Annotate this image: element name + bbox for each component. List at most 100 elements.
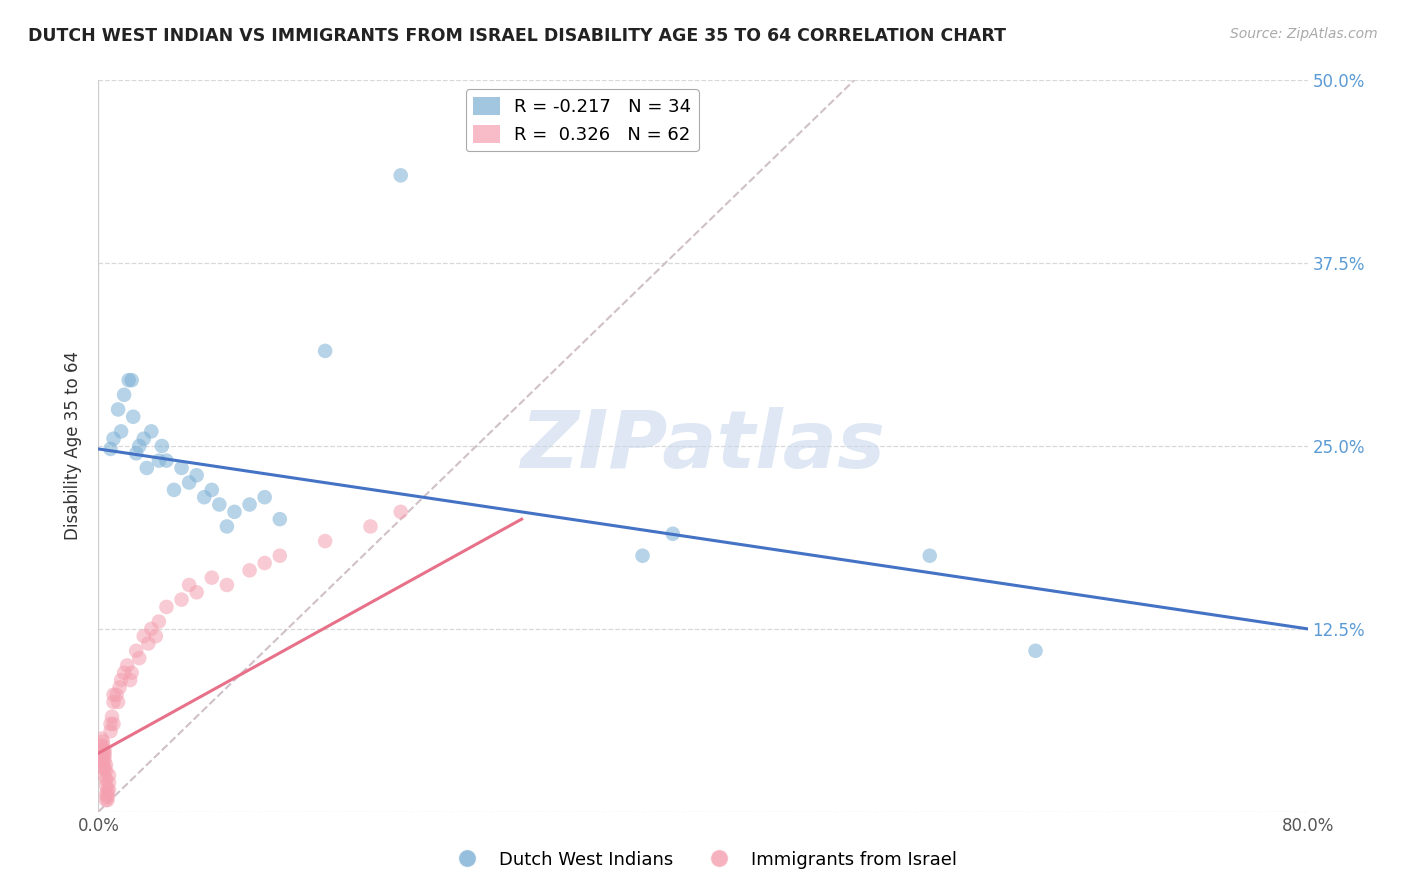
Point (93, 749, 115, 764)
Point (215, 578, 238, 592)
Point (94, 787, 117, 801)
Point (125, 644, 148, 658)
Point (93, 743, 115, 757)
Point (110, 425, 132, 439)
Point (91, 761, 114, 775)
Point (103, 695, 125, 709)
Point (94, 793, 117, 807)
Point (103, 432, 125, 446)
Point (96, 787, 118, 801)
Point (122, 409, 145, 424)
Point (94, 758, 117, 772)
Point (186, 468, 208, 483)
Point (170, 592, 193, 607)
Point (170, 461, 193, 475)
Point (112, 665, 135, 680)
Point (631, 549, 654, 563)
Point (105, 688, 128, 702)
Point (101, 709, 124, 723)
Point (100, 724, 122, 739)
Point (98, 782, 121, 797)
Point (120, 673, 142, 687)
Point (91, 739, 114, 753)
Point (121, 373, 143, 387)
Point (148, 453, 170, 467)
Text: Source: ZipAtlas.com: Source: ZipAtlas.com (1230, 27, 1378, 41)
Point (253, 490, 276, 504)
Point (179, 475, 201, 490)
Point (155, 599, 177, 614)
Point (208, 498, 231, 512)
Point (100, 442, 122, 456)
Point (918, 549, 941, 563)
Point (135, 461, 157, 475)
Point (215, 519, 238, 533)
Point (91, 749, 114, 764)
Point (90, 739, 112, 753)
Point (389, 505, 412, 519)
Point (103, 717, 125, 731)
Text: ZIPatlas: ZIPatlas (520, 407, 886, 485)
Point (96, 790, 118, 805)
Point (389, 169, 412, 183)
Point (150, 439, 173, 453)
Point (93, 754, 115, 768)
Point (136, 636, 159, 650)
Point (103, 688, 125, 702)
Point (90, 754, 112, 768)
Text: DUTCH WEST INDIAN VS IMMIGRANTS FROM ISRAEL DISABILITY AGE 35 TO 64 CORRELATION : DUTCH WEST INDIAN VS IMMIGRANTS FROM ISR… (28, 27, 1007, 45)
Point (96, 782, 118, 797)
Point (128, 439, 150, 453)
Point (193, 490, 215, 504)
Point (253, 556, 276, 570)
Point (314, 343, 336, 358)
Point (314, 534, 336, 549)
Point (148, 615, 170, 629)
Point (94, 772, 117, 787)
Point (100, 717, 122, 731)
Point (90, 746, 112, 760)
Point (224, 505, 246, 519)
Point (94, 764, 117, 778)
Point (128, 651, 150, 665)
Point (91, 754, 114, 768)
Point (110, 673, 132, 687)
Point (360, 519, 382, 533)
Point (91, 743, 114, 757)
Point (96, 793, 118, 807)
Y-axis label: Disability Age 35 to 64: Disability Age 35 to 64 (65, 351, 83, 541)
Point (125, 446, 148, 460)
Point (93, 761, 115, 775)
Point (201, 571, 224, 585)
Point (93, 768, 115, 782)
Point (90, 731, 112, 746)
Point (94, 778, 117, 792)
Point (163, 483, 186, 497)
Point (121, 665, 143, 680)
Point (179, 578, 201, 592)
Point (141, 425, 163, 439)
Point (186, 585, 208, 599)
Point (107, 402, 129, 417)
Point (269, 549, 291, 563)
Point (201, 483, 224, 497)
Point (239, 498, 262, 512)
Point (132, 629, 155, 643)
Point (91, 734, 114, 748)
Point (98, 768, 121, 782)
Point (662, 526, 685, 541)
Point (132, 432, 155, 446)
Legend: Dutch West Indians, Immigrants from Israel: Dutch West Indians, Immigrants from Isra… (441, 844, 965, 876)
Point (141, 622, 163, 636)
Point (239, 563, 262, 577)
Point (112, 388, 135, 402)
Point (118, 373, 141, 387)
Point (269, 512, 291, 526)
Point (108, 681, 131, 695)
Point (115, 658, 138, 673)
Point (93, 746, 115, 760)
Point (145, 629, 167, 643)
Point (107, 695, 129, 709)
Point (155, 453, 177, 467)
Point (98, 775, 121, 789)
